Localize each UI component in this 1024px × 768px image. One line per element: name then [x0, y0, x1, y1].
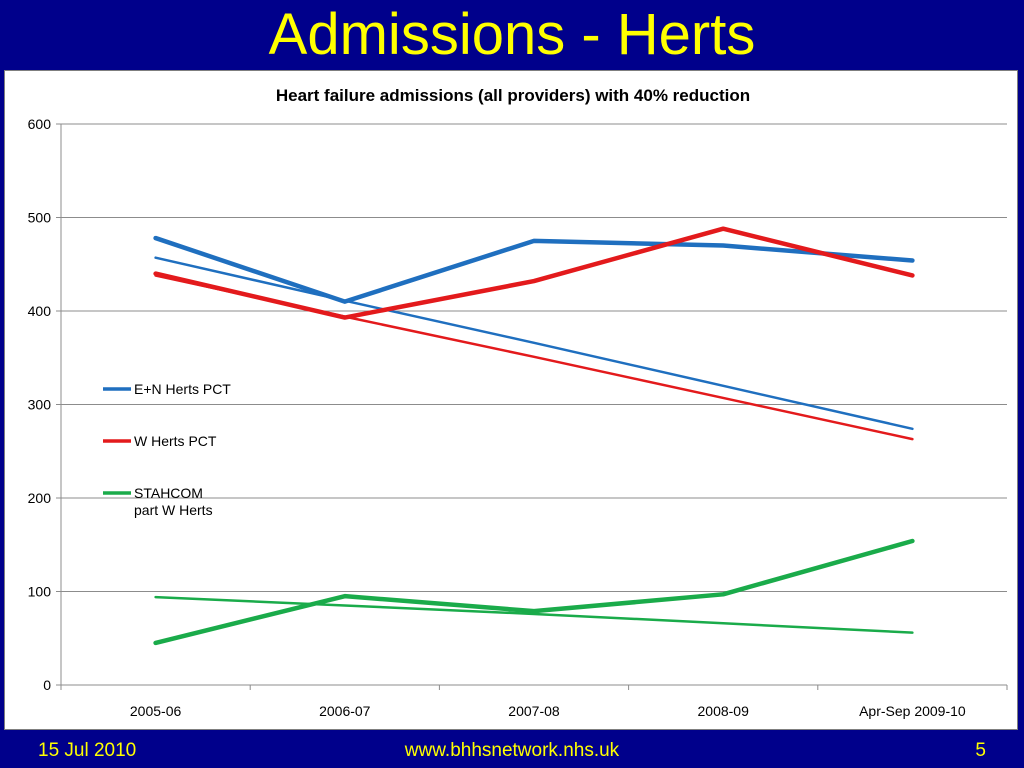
series-line-4-actual — [153, 538, 915, 646]
legend-label-line: STAHCOM — [134, 485, 203, 501]
footer: 15 Jul 2010 www.bhhsnetwork.nhs.uk 5 — [0, 736, 1024, 766]
x-tick-label: Apr-Sep 2009-10 — [859, 703, 966, 719]
gridlines — [61, 123, 1007, 592]
footer-url[interactable]: www.bhhsnetwork.nhs.uk — [404, 740, 620, 761]
y-tick-label: 600 — [28, 116, 52, 132]
y-tick-label: 300 — [28, 397, 52, 413]
legend: E+N Herts PCT W Herts PCT STAHCOM part W He… — [103, 381, 231, 518]
series-lines — [153, 226, 915, 646]
footer-page-number: 5 — [975, 740, 986, 761]
x-tick-label: 2007-08 — [508, 703, 560, 719]
y-tick-label: 400 — [28, 303, 52, 319]
legend-label-line: W Herts PCT — [134, 433, 217, 449]
footer-date: 15 Jul 2010 — [38, 740, 137, 761]
legend-label-line: E+N Herts PCT — [134, 381, 231, 397]
series-line-2-actual — [153, 226, 915, 320]
slide-title: Admissions - Herts — [268, 2, 756, 67]
y-tick-label: 100 — [28, 584, 52, 600]
series-line-0-actual — [153, 235, 915, 304]
series-line-1-trend — [154, 256, 914, 431]
x-tick-label: 2008-09 — [698, 703, 750, 719]
chart-title: Heart failure admissions (all providers)… — [276, 86, 750, 105]
legend-label: E+N Herts PCT — [134, 381, 231, 397]
x-tick-label: 2006-07 — [319, 703, 371, 719]
x-tick-label: 2005-06 — [130, 703, 182, 719]
legend-label-line: part W Herts — [134, 502, 213, 518]
line-chart: Heart failure admissions (all providers)… — [28, 86, 1008, 719]
legend-label: W Herts PCT — [134, 433, 217, 449]
axes: 0 100 200 300 400 500 600 2005-06 2006-07 2007-08… — [28, 116, 1008, 719]
series-line-5-trend — [154, 595, 914, 634]
chart-panel: Heart failure admissions (all providers)… — [4, 70, 1018, 730]
y-tick-label: 0 — [43, 677, 51, 693]
legend-label: STAHCOM part W Herts — [134, 485, 213, 518]
y-tick-label: 200 — [28, 490, 52, 506]
y-tick-label: 500 — [28, 210, 52, 226]
